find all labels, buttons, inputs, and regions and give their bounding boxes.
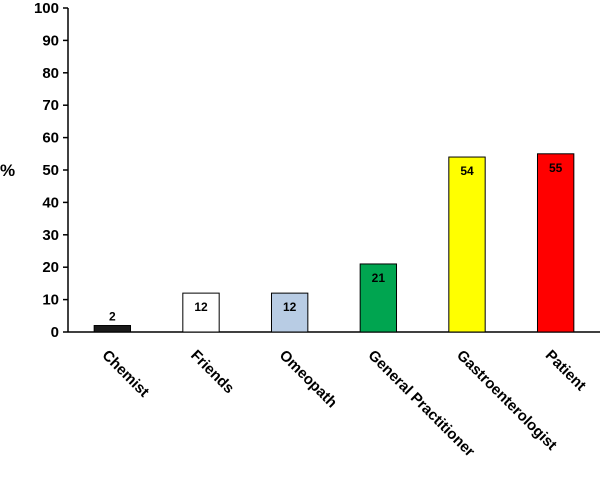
y-tick-label: 30 xyxy=(42,227,59,244)
bar-patient xyxy=(536,153,575,333)
y-tick-label: 50 xyxy=(42,162,59,179)
bar-friends xyxy=(182,292,220,333)
x-tick-label: Patient xyxy=(542,347,589,394)
data-label: 12 xyxy=(194,300,208,314)
bar-omeopath xyxy=(270,292,309,333)
y-tick-label: 100 xyxy=(34,0,59,17)
bars-group xyxy=(93,153,575,333)
data-label: 55 xyxy=(549,161,563,175)
y-tick-label: 0 xyxy=(51,324,59,341)
x-tick-label: Friends xyxy=(187,347,237,397)
data-label: 21 xyxy=(372,271,386,285)
x-tick-label: Omeopath xyxy=(276,347,340,411)
data-label: 54 xyxy=(460,164,474,178)
y-axis-title: % xyxy=(0,161,15,180)
y-tick-label: 10 xyxy=(42,292,59,309)
y-axis: 0 10 20 30 40 50 60 70 80 90 100 xyxy=(34,0,600,341)
x-tick-label: Chemist xyxy=(99,347,153,401)
x-tick-label: Gastroenterologist xyxy=(453,347,560,454)
y-tick-label: 40 xyxy=(42,194,59,211)
bar-general-practitioner xyxy=(359,263,398,333)
y-tick-label: 90 xyxy=(42,32,59,49)
x-axis-labels: Chemist Friends Omeopath General Practition… xyxy=(99,347,590,461)
y-tick-label: 80 xyxy=(42,65,59,82)
data-labels-group: 2 12 12 21 54 55 xyxy=(109,161,563,324)
bar-chemist xyxy=(93,325,132,333)
y-tick-label: 60 xyxy=(42,130,59,147)
data-label: 2 xyxy=(109,310,116,324)
data-label: 12 xyxy=(283,300,297,314)
y-tick-label: 20 xyxy=(42,259,59,276)
bar-gastroenterologist xyxy=(448,156,486,333)
y-tick-label: 70 xyxy=(42,97,59,114)
